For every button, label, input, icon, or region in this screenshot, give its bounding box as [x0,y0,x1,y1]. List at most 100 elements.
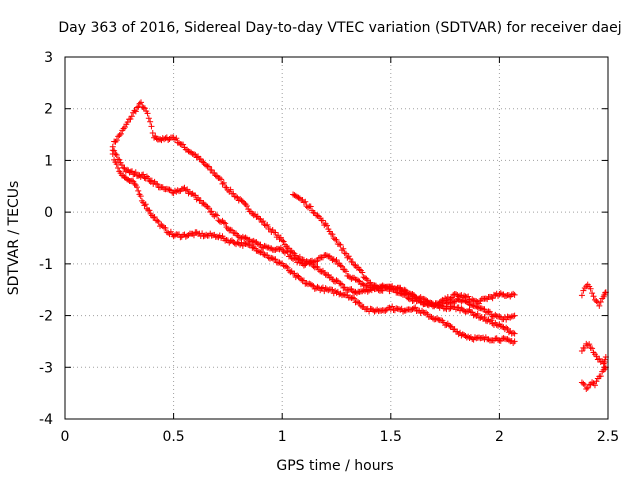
data-point [347,255,354,262]
data-point [283,248,290,255]
x-tick-label: 0 [61,429,70,445]
ticks: 0 0.5 1 1.5 2 2.5 -4 -3 -2 -1 0 1 2 3 [39,50,619,445]
data-point [113,137,120,144]
data-point [495,336,502,343]
x-tick-label: 2.5 [597,429,619,445]
data-point [503,316,510,323]
data-point [114,156,121,163]
data-point [341,266,348,273]
data-point [182,187,189,194]
data-point [262,243,269,250]
data-point [212,172,219,179]
data-point [581,345,588,352]
data-point [586,341,593,348]
data-point [503,324,510,331]
data-point [597,373,604,380]
data-point [127,116,134,123]
data-point [214,233,221,240]
data-point [353,298,360,305]
data-point [144,110,151,117]
data-point [132,169,139,176]
data-point [306,260,313,267]
data-point [113,151,120,158]
series-track-d [290,191,518,337]
data-point [356,266,363,273]
data-point [285,267,292,274]
data-point [309,282,316,289]
data-point [113,161,120,168]
data-point [589,379,596,386]
data-point [260,218,267,225]
data-point [486,308,493,315]
data-point [137,193,144,200]
data-point [280,238,287,245]
data-point [349,288,356,295]
x-axis-label: GPS time / hours [276,458,393,474]
data-point [166,186,173,193]
data-point [580,380,587,387]
y-axis-label: SDTVAR / TECUs [6,181,22,296]
data-point [597,298,604,305]
data-point [131,107,138,114]
data-point [277,234,284,241]
data-point [584,384,591,391]
data-point [455,304,462,311]
data-point [337,262,344,269]
data-point [141,105,148,112]
data-point [141,202,148,209]
data-point [184,186,191,193]
data-point [478,305,485,312]
data-point [511,338,518,345]
data-point [307,203,314,210]
x-tick-label: 1.5 [380,429,402,445]
y-tick-label: 3 [44,50,53,66]
data-point [485,336,492,343]
data-point [341,250,348,257]
data-point [223,237,230,244]
data-point [492,292,499,299]
data-point [268,254,275,261]
data-point [318,268,325,275]
data-point [235,240,242,247]
y-tick-label: -4 [39,412,53,428]
data-point [243,235,250,242]
data-point [142,201,149,208]
data-point [454,328,461,335]
data-point [448,294,455,301]
data-point [360,274,367,281]
data-point [511,291,518,298]
data-point [216,175,223,182]
data-point [239,198,246,205]
data-point [131,180,138,187]
data-point [379,287,386,294]
data-point [457,329,464,336]
data-point [227,226,234,233]
data-point [395,285,402,292]
data-point [148,123,155,130]
data-point [262,222,269,229]
data-point [329,286,336,293]
data-point [222,220,229,227]
chart-title: Day 363 of 2016, Sidereal Day-to-day VTE… [58,20,621,36]
data-point [203,231,210,238]
data-point [443,321,450,328]
data-point [116,132,123,139]
data-point [310,209,317,216]
data-point [120,164,127,171]
data-point [133,184,140,191]
data-point [205,205,212,212]
data-point [447,323,454,330]
data-point [163,185,170,192]
data-point [343,268,350,275]
data-point [218,176,225,183]
data-point [272,256,279,263]
data-point [323,271,330,278]
data-point [578,348,585,355]
data-point [249,244,256,251]
data-point [266,225,273,232]
data-point [465,293,472,300]
data-point [272,229,279,236]
data-point [408,306,415,313]
data-point [488,317,495,324]
data-point [329,231,336,238]
